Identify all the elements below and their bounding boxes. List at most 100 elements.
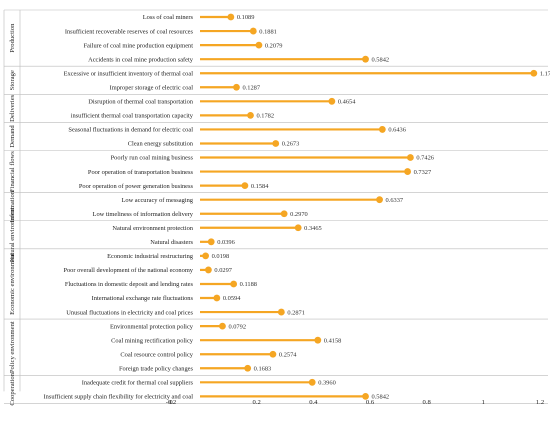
value-label: 0.0396 — [217, 239, 235, 246]
lollipop-dot — [230, 280, 238, 288]
x-tick-label: -0.2 — [166, 399, 176, 406]
group-label: Production — [9, 23, 16, 53]
value-label: 1.1782 — [540, 70, 550, 77]
group-label: Natural environment — [9, 207, 16, 262]
value-label: 0.1683 — [254, 365, 272, 372]
category-label: Poor operation of transportation busines… — [88, 169, 194, 176]
lollipop-dot — [277, 308, 285, 316]
category-label: Loss of coal miners — [143, 14, 194, 21]
category-label: Insufficient supply chain flexibility fo… — [44, 394, 194, 401]
category-label: Coal mining rectification policy — [111, 337, 194, 344]
category-label: International exchange rate fluctuations — [92, 295, 194, 302]
value-label: 0.1881 — [259, 28, 277, 35]
lollipop-dot — [207, 238, 215, 246]
chart-rows: Loss of coal miners 0.1089 Insufficient re… — [44, 13, 550, 401]
value-label: 0.0297 — [214, 267, 232, 274]
value-label: 0.7426 — [416, 155, 434, 162]
lollipop-dot — [241, 182, 249, 190]
group-label: Information — [9, 190, 16, 222]
value-label: 0.1089 — [237, 14, 255, 21]
category-label: Natural disasters — [150, 239, 193, 246]
lollipop-dot — [244, 364, 252, 372]
lollipop-dot — [269, 350, 277, 358]
category-label: Disruption of thermal coal transportatio… — [88, 99, 194, 106]
category-label: Foreign trade policy changes — [119, 365, 194, 372]
lollipop-dot — [407, 154, 414, 161]
lollipop-dot — [233, 83, 240, 91]
value-label: 0.7327 — [414, 169, 432, 176]
category-label: Low accuracy of messaging — [121, 197, 193, 204]
x-tick-label: 0.8 — [423, 399, 432, 406]
category-label: Inadequate credit for thermal coal suppl… — [82, 380, 194, 387]
lollipop-dot — [294, 224, 302, 232]
value-label: 0.0792 — [228, 323, 246, 330]
lollipop-dot — [249, 27, 257, 35]
value-label: 0.1287 — [242, 84, 260, 91]
value-label: 0.5842 — [372, 56, 390, 63]
category-label: Clean energy substitution — [128, 141, 194, 148]
value-label: 0.1188 — [240, 281, 257, 288]
category-label: insufficient thermal coal transportation… — [71, 113, 194, 120]
x-tick-label: 0.6 — [366, 399, 375, 406]
lollipop-dot — [314, 336, 322, 344]
category-label: Improper storage of electric coal — [110, 84, 194, 91]
lollipop-dot — [308, 378, 316, 386]
value-label: 0.6337 — [386, 197, 404, 204]
x-tick-label: 1 — [482, 399, 485, 406]
lollipop-dot — [247, 111, 254, 119]
x-tick-label: 0.4 — [309, 399, 318, 406]
group-dividers: Production Storage Deliveries Demand Financi… — [3, 9, 548, 406]
lollipop-dot — [213, 294, 221, 302]
x-tick-label: 1.2 — [536, 399, 544, 406]
category-label: Poor operation of power generation busin… — [79, 183, 194, 190]
group-label: Cooperation — [9, 372, 16, 405]
value-label: 0.0198 — [212, 253, 230, 260]
lollipop-dot — [362, 55, 369, 63]
category-label: Economic industrial restructuring — [107, 253, 194, 260]
category-label: Fluctuations in domestic deposit and len… — [65, 281, 194, 288]
group-label: Economic environment — [9, 253, 16, 315]
x-tick-label: 0 — [169, 399, 173, 406]
category-label: Poorly run coal mining business — [111, 155, 194, 162]
lollipop-dot — [205, 266, 212, 274]
group-label: Deliveries — [9, 94, 16, 122]
value-label: 0.2574 — [279, 351, 297, 358]
lollipop-dot — [280, 210, 288, 218]
category-label: Poor overall development of the national… — [63, 267, 193, 274]
group-label: Demand — [9, 125, 16, 148]
lollipop-dot — [378, 126, 386, 133]
lollipop-dot — [404, 168, 411, 175]
category-label: Seasonal fluctuations in demand for elec… — [68, 127, 193, 134]
category-label: Natural environment protection — [112, 225, 193, 232]
x-axis: -0.20 0.2 0.4 0.6 0.8 1 1.2 — [166, 399, 544, 406]
lollipop-dot — [219, 322, 226, 330]
value-label: 0.3465 — [304, 225, 322, 232]
group-label: Policy environment — [9, 321, 16, 373]
value-label: 0.3960 — [318, 380, 336, 387]
lollipop-dot — [530, 69, 538, 77]
lollipop-dot — [272, 140, 280, 147]
value-label: 0.2079 — [265, 42, 283, 49]
value-label: 0.4654 — [338, 99, 356, 106]
category-label: Failure of coal mine production equipmen… — [84, 42, 194, 49]
lollipop-dot — [376, 196, 383, 204]
category-label: Environmental protection policy — [110, 323, 194, 330]
lollipop-dot — [227, 13, 235, 21]
value-label: 0.6436 — [388, 127, 406, 134]
lollipop-dot — [202, 252, 210, 260]
value-label: 0.0594 — [223, 295, 241, 302]
category-label: Excessive or insufficient inventory of t… — [64, 70, 194, 77]
value-label: 0.2871 — [287, 309, 305, 316]
value-label: 0.2673 — [282, 141, 300, 148]
lollipop-dot — [255, 41, 263, 49]
x-tick-label: 0.2 — [253, 399, 261, 406]
value-label: 0.5842 — [372, 394, 390, 401]
category-label: Low timeliness of information delivery — [93, 211, 194, 218]
lollipop-dot — [328, 97, 336, 105]
category-label: Insufficient recoverable reserves of coa… — [65, 28, 194, 35]
value-label: 0.1584 — [251, 183, 269, 190]
category-label: Accidents in coal mine production safety — [88, 56, 194, 63]
value-label: 0.2970 — [290, 211, 308, 218]
category-label: Coal resource control policy — [120, 351, 193, 358]
